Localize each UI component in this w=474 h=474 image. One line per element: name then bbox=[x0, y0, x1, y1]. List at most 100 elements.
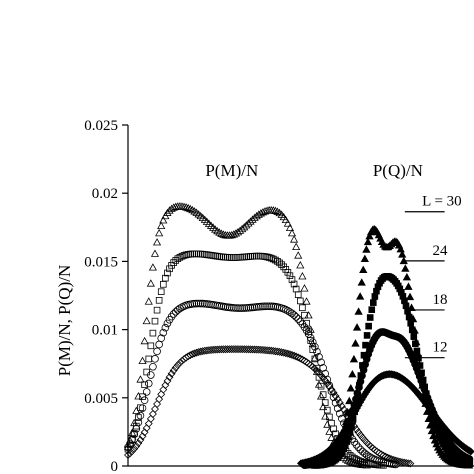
filled-square-marker bbox=[368, 306, 376, 313]
open-circle-marker bbox=[151, 355, 159, 363]
open-triangle-marker bbox=[150, 249, 160, 257]
filled-square-marker bbox=[412, 340, 419, 348]
open-circle-marker bbox=[302, 326, 311, 335]
open-square-marker bbox=[357, 458, 364, 465]
open-triangle-marker bbox=[179, 202, 189, 210]
open-square-marker bbox=[301, 311, 308, 319]
open-circle-marker bbox=[159, 328, 168, 337]
open-diamond-marker bbox=[323, 379, 332, 388]
open-diamond-marker bbox=[389, 455, 398, 464]
open-triangle-marker bbox=[323, 420, 332, 428]
open-diamond-marker bbox=[290, 351, 299, 360]
open-circle-marker bbox=[194, 299, 203, 308]
open-triangle-marker bbox=[138, 356, 147, 364]
open-circle-marker bbox=[315, 353, 323, 361]
open-diamond-marker bbox=[148, 410, 157, 418]
open-diamond-marker bbox=[296, 354, 305, 363]
open-square-marker bbox=[297, 297, 304, 305]
open-diamond-marker bbox=[213, 345, 222, 354]
open-triangle-marker bbox=[182, 203, 191, 211]
open-diamond-marker bbox=[319, 373, 328, 382]
open-circle-marker bbox=[238, 304, 246, 312]
filled-triangle-marker bbox=[351, 339, 360, 347]
open-diamond-marker bbox=[285, 350, 294, 359]
open-triangle-marker bbox=[219, 230, 228, 238]
open-triangle-marker bbox=[242, 221, 251, 229]
y-tick-label: 0.005 bbox=[84, 391, 118, 407]
open-triangle-marker bbox=[163, 208, 172, 216]
open-triangle-marker bbox=[152, 238, 162, 246]
open-diamond-marker bbox=[211, 345, 220, 354]
open-diamond-marker bbox=[385, 454, 394, 463]
open-circle-marker bbox=[196, 299, 205, 308]
open-diamond-marker bbox=[391, 456, 400, 465]
open-diamond-marker bbox=[404, 459, 413, 468]
open-triangle-marker bbox=[316, 392, 326, 400]
open-square-marker bbox=[178, 252, 186, 260]
open-circle-marker bbox=[281, 305, 290, 314]
open-diamond-marker bbox=[325, 382, 334, 391]
open-square-marker bbox=[324, 406, 331, 414]
filled-triangle-marker bbox=[365, 231, 374, 240]
open-diamond-marker bbox=[207, 346, 216, 354]
open-triangle-marker bbox=[246, 217, 255, 225]
open-circle-marker bbox=[313, 347, 321, 356]
open-diamond-marker bbox=[151, 405, 159, 413]
open-circle-marker bbox=[136, 411, 145, 420]
open-circle-marker bbox=[201, 299, 209, 308]
filled-triangle-marker bbox=[356, 292, 365, 300]
open-circle-marker bbox=[230, 304, 238, 312]
open-diamond-marker bbox=[136, 435, 145, 444]
size-label: 18 bbox=[432, 292, 447, 308]
open-square-marker bbox=[180, 252, 188, 259]
open-triangle-marker bbox=[157, 221, 166, 229]
open-square-marker bbox=[309, 346, 317, 353]
open-square-marker bbox=[276, 259, 283, 267]
y-tick-label: 0.015 bbox=[84, 254, 118, 270]
size-label: 12 bbox=[432, 340, 447, 356]
open-circle-marker bbox=[365, 452, 373, 461]
open-circle-marker bbox=[126, 439, 134, 448]
filled-triangle-marker bbox=[345, 396, 354, 405]
open-triangle-marker bbox=[304, 311, 313, 319]
open-circle-marker bbox=[232, 304, 240, 312]
open-diamond-marker bbox=[375, 449, 384, 458]
open-diamond-marker bbox=[393, 457, 402, 466]
open-triangle-marker bbox=[327, 433, 336, 441]
filled-triangle-marker bbox=[405, 292, 415, 301]
open-triangle-marker bbox=[341, 455, 351, 463]
open-square-marker bbox=[265, 254, 273, 261]
filled-square-marker bbox=[370, 299, 377, 306]
open-diamond-marker bbox=[204, 346, 213, 355]
open-diamond-marker bbox=[354, 428, 363, 437]
open-square-marker bbox=[149, 329, 157, 337]
filled-square-marker bbox=[413, 347, 421, 355]
open-triangle-marker bbox=[302, 297, 311, 305]
open-diamond-marker bbox=[373, 447, 382, 456]
open-square-marker bbox=[353, 456, 360, 463]
open-triangle-marker bbox=[184, 203, 193, 212]
open-triangle-marker bbox=[319, 402, 328, 411]
open-circle-marker bbox=[174, 306, 182, 314]
open-triangle-marker bbox=[281, 215, 290, 224]
open-square-marker bbox=[359, 458, 366, 466]
y-tick-label: 0.01 bbox=[92, 323, 118, 339]
open-square-marker bbox=[274, 258, 281, 265]
open-diamond-marker bbox=[329, 388, 338, 397]
open-square-marker bbox=[278, 261, 285, 268]
open-diamond-marker bbox=[202, 346, 211, 355]
open-square-marker bbox=[284, 269, 292, 276]
open-circle-marker bbox=[290, 311, 298, 319]
open-diamond-marker bbox=[331, 391, 340, 400]
open-circle-marker bbox=[248, 303, 257, 312]
filled-square-marker bbox=[366, 314, 374, 321]
filled-square-marker bbox=[410, 333, 418, 340]
open-diamond-marker bbox=[209, 345, 218, 354]
open-diamond-marker bbox=[321, 376, 330, 385]
open-circle-marker bbox=[157, 334, 166, 343]
open-circle-marker bbox=[263, 302, 271, 311]
filled-triangle-marker bbox=[362, 245, 371, 253]
open-circle-marker bbox=[149, 362, 157, 371]
open-circle-marker bbox=[169, 310, 178, 318]
open-triangle-marker bbox=[321, 412, 330, 420]
